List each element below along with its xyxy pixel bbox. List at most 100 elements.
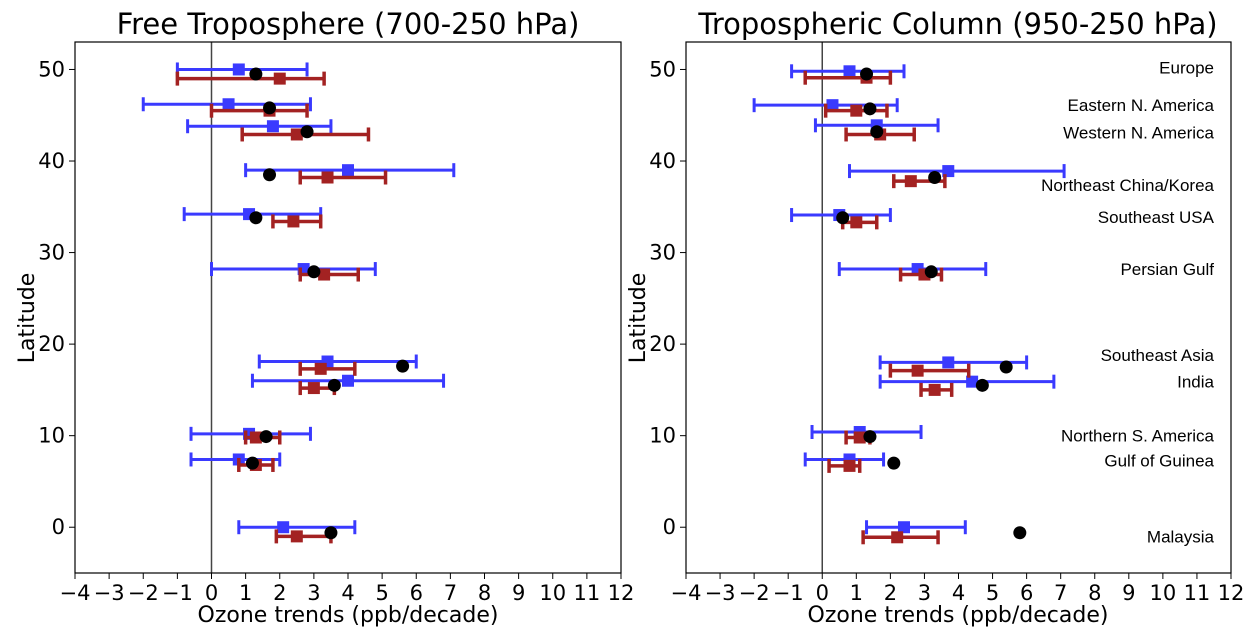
region-label: Eastern N. America bbox=[1068, 96, 1215, 115]
left-y-tick-label: 20 bbox=[38, 332, 65, 356]
black-circle-marker bbox=[263, 101, 277, 115]
left-y-tick-label: 40 bbox=[38, 149, 65, 173]
left-x-tick-label: −4 bbox=[60, 581, 91, 605]
red-square-marker bbox=[843, 459, 856, 472]
red-square-marker bbox=[850, 104, 863, 117]
black-circle-marker bbox=[307, 265, 321, 279]
blue-square-marker bbox=[898, 521, 910, 534]
black-circle-marker bbox=[249, 211, 263, 225]
black-circle-marker bbox=[975, 378, 989, 392]
region-label: Persian Gulf bbox=[1120, 260, 1214, 279]
left-x-tick-label: 3 bbox=[307, 581, 320, 605]
blue-square-marker bbox=[942, 356, 955, 369]
left-x-tick-label: 4 bbox=[341, 581, 354, 605]
black-circle-marker bbox=[259, 430, 273, 444]
left-x-tick-label: 12 bbox=[608, 581, 635, 605]
right-x-tick-label: 11 bbox=[1184, 581, 1211, 605]
right-x-tick-label: 6 bbox=[1020, 581, 1033, 605]
blue-square-marker bbox=[342, 164, 354, 177]
right-x-tick-label: 0 bbox=[816, 581, 829, 605]
right-x-axis-label: Ozone trends (ppb/decade) bbox=[808, 603, 1109, 628]
right-x-tick-label: −2 bbox=[739, 581, 770, 605]
red-square-marker bbox=[321, 171, 334, 184]
red-square-marker bbox=[249, 431, 262, 444]
blue-square-marker bbox=[222, 98, 235, 111]
region-label: Malaysia bbox=[1147, 527, 1215, 546]
right-y-axis-label: Latitude bbox=[626, 273, 651, 364]
blue-square-marker bbox=[342, 374, 354, 387]
region-label: Northern S. America bbox=[1061, 427, 1215, 446]
blue-square-marker bbox=[826, 99, 839, 112]
red-square-marker bbox=[318, 268, 331, 281]
black-circle-marker bbox=[1013, 526, 1027, 540]
red-square-marker bbox=[850, 216, 863, 229]
black-circle-marker bbox=[887, 456, 901, 470]
red-square-marker bbox=[273, 72, 286, 85]
black-circle-marker bbox=[396, 359, 410, 373]
right-plot-frame bbox=[685, 41, 1232, 574]
region-label: Gulf of Guinea bbox=[1104, 451, 1214, 470]
black-circle-marker bbox=[263, 168, 277, 182]
black-circle-marker bbox=[870, 125, 884, 139]
left-x-tick-label: 1 bbox=[239, 581, 252, 605]
right-y-tick-label: 30 bbox=[649, 241, 676, 265]
black-circle-marker bbox=[860, 67, 874, 81]
left-chart-title: Free Troposphere (700-250 hPa) bbox=[117, 7, 580, 41]
black-circle-marker bbox=[327, 378, 341, 392]
left-x-tick-label: 0 bbox=[205, 581, 218, 605]
black-circle-marker bbox=[863, 102, 877, 116]
right-x-tick-label: 8 bbox=[1088, 581, 1101, 605]
right-x-tick-label: 12 bbox=[1218, 581, 1245, 605]
left-y-tick-label: 10 bbox=[38, 424, 65, 448]
right-y-tick-label: 10 bbox=[649, 424, 676, 448]
right-x-tick-label: −3 bbox=[705, 581, 736, 605]
red-square-marker bbox=[911, 364, 924, 377]
black-circle-marker bbox=[924, 265, 938, 279]
blue-square-marker bbox=[232, 63, 245, 76]
left-x-tick-label: 6 bbox=[410, 581, 423, 605]
red-square-marker bbox=[853, 431, 866, 444]
left-x-tick-label: 7 bbox=[444, 581, 457, 605]
black-circle-marker bbox=[999, 360, 1013, 374]
right-x-tick-label: 4 bbox=[952, 581, 965, 605]
left-x-tick-label: −3 bbox=[94, 581, 125, 605]
right-y-tick-label: 0 bbox=[663, 515, 676, 539]
right-x-tick-label: 9 bbox=[1122, 581, 1135, 605]
left-panel: Free Troposphere (700-250 hPa) Ozone tre… bbox=[15, 7, 634, 628]
region-label: Northeast China/Korea bbox=[1041, 176, 1214, 195]
blue-square-marker bbox=[277, 521, 290, 534]
left-y-tick-label: 30 bbox=[38, 241, 65, 265]
red-square-marker bbox=[314, 362, 327, 375]
black-circle-marker bbox=[245, 456, 259, 470]
right-x-tick-label: 7 bbox=[1054, 581, 1067, 605]
left-y-tick-label: 50 bbox=[38, 57, 65, 81]
red-square-marker bbox=[290, 530, 303, 543]
left-x-tick-label: −1 bbox=[162, 581, 193, 605]
left-y-tick-label: 0 bbox=[52, 515, 65, 539]
blue-square-marker bbox=[966, 375, 979, 388]
red-square-marker bbox=[287, 215, 300, 228]
left-x-axis-label: Ozone trends (ppb/decade) bbox=[198, 603, 499, 628]
left-x-tick-label: 5 bbox=[375, 581, 388, 605]
red-square-marker bbox=[891, 531, 904, 544]
left-x-tick-label: 2 bbox=[273, 581, 286, 605]
right-y-tick-label: 20 bbox=[649, 332, 676, 356]
right-x-tick-label: −1 bbox=[773, 581, 804, 605]
black-circle-marker bbox=[863, 430, 877, 444]
black-circle-marker bbox=[300, 125, 314, 139]
black-circle-marker bbox=[249, 67, 263, 81]
red-square-marker bbox=[928, 383, 941, 396]
left-y-axis-label: Latitude bbox=[15, 273, 40, 364]
right-y-tick-label: 40 bbox=[649, 149, 676, 173]
right-panel: Tropospheric Column (950-250 hPa) Ozone … bbox=[626, 7, 1244, 628]
black-circle-marker bbox=[928, 170, 942, 184]
right-x-tick-label: 2 bbox=[884, 581, 897, 605]
right-x-tick-label: −4 bbox=[671, 581, 702, 605]
region-label: Southeast USA bbox=[1098, 208, 1215, 227]
left-plot-frame bbox=[74, 41, 622, 574]
right-y-tick-label: 50 bbox=[649, 57, 676, 81]
region-label: Southeast Asia bbox=[1101, 346, 1215, 365]
region-label: Western N. America bbox=[1063, 124, 1214, 143]
left-x-tick-label: 10 bbox=[539, 581, 566, 605]
left-x-tick-label: 8 bbox=[478, 581, 491, 605]
